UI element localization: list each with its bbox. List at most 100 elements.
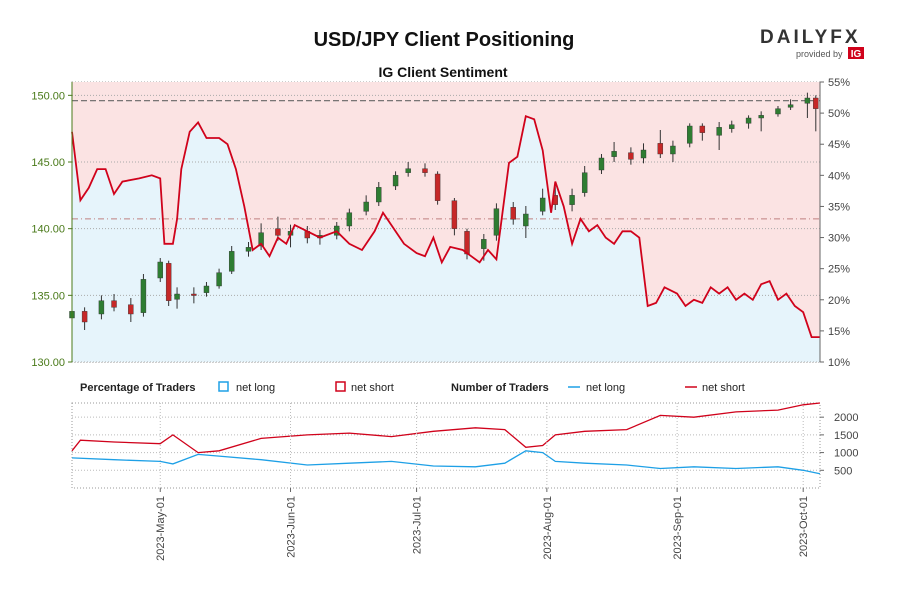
candle-body-41	[657, 143, 664, 155]
price-sentiment-plot: 130.00 135.00 140.00 145.00 150.00 10% 15% 20%…	[31, 77, 850, 369]
net-long-percentage-line	[71, 114, 820, 338]
sentiment-tick-label-0: 10%	[828, 357, 850, 369]
sentiment-tick-label-6: 40%	[828, 170, 850, 182]
price-tick-label-1: 135.00	[31, 290, 65, 302]
candle-body-27	[451, 200, 458, 229]
brand-name: DAILYFX	[760, 27, 861, 48]
candle-body-12	[228, 251, 235, 272]
traders-net-short-line	[71, 402, 821, 454]
candle-body-40	[640, 149, 647, 159]
legend-percentage-title: Percentage of Traders	[80, 382, 196, 394]
lower-plot-frame	[71, 402, 821, 489]
price-axis: 130.00 135.00 140.00 145.00 150.00	[31, 82, 73, 369]
candle-body-37	[598, 157, 605, 171]
candle-body-21	[363, 201, 369, 212]
legend-pct-short-swatch	[335, 381, 346, 392]
candle-body-15	[275, 228, 281, 236]
candle-body-48	[758, 115, 764, 119]
price-tick-label-4: 150.00	[31, 90, 65, 102]
candle-body-7	[165, 263, 172, 301]
candle-body-52	[813, 97, 819, 109]
candle-body-36	[581, 172, 588, 193]
legend-pct-short-label: net short	[351, 382, 394, 394]
legend-pct-long-swatch	[218, 381, 229, 392]
candle-body-51	[804, 97, 811, 104]
chart-title: USD/JPY Client Positioning	[314, 29, 575, 51]
sentiment-tick-label-5: 35%	[828, 201, 850, 213]
traders-tick-label-2: 1500	[834, 430, 858, 442]
candle-body-30	[493, 208, 500, 236]
candle-body-47	[745, 117, 752, 124]
sentiment-tick-label-1: 15%	[828, 326, 850, 338]
candle-body-22	[376, 187, 382, 203]
ig-logo-icon	[848, 47, 864, 59]
net-short-area	[72, 82, 820, 338]
candle-body-20	[346, 212, 353, 227]
sentiment-tick-label-2: 20%	[828, 295, 850, 307]
candle-body-38	[611, 151, 617, 157]
traders-net-long-line	[71, 450, 821, 475]
candle-body-26	[434, 173, 441, 201]
candle-body-42	[670, 145, 676, 155]
legend-number-title: Number of Traders	[451, 382, 549, 394]
sentiment-tick-label-9: 55%	[828, 77, 850, 89]
legend-num-short-label: net short	[702, 382, 745, 394]
candle-body-31	[510, 207, 516, 220]
candle-body-46	[729, 124, 735, 129]
candle-body-6	[157, 261, 163, 279]
candle-body-45	[716, 127, 722, 136]
date-tick-label-3: 2023-Aug-01	[542, 496, 554, 560]
candle-body-14	[258, 232, 264, 247]
sentiment-tick-label-4: 30%	[828, 233, 850, 245]
candle-body-8	[174, 293, 180, 300]
legend: Percentage of Traders net long net short…	[80, 381, 745, 394]
candle-body-25	[422, 168, 428, 173]
sentiment-tick-label-7: 45%	[828, 139, 850, 151]
candle-body-9	[191, 293, 197, 296]
sentiment-axis: 10% 15% 20% 25% 30% 35% 40% 45% 50% 55%	[819, 77, 850, 369]
date-tick-label-4: 2023-Sep-01	[672, 496, 684, 560]
date-axis: 2023-May-01 2023-Jun-01 2023-Jul-01 2023-Au…	[155, 403, 810, 561]
chart-subtitle: IG Client Sentiment	[378, 64, 507, 80]
candle-body-2	[98, 300, 105, 315]
date-tick-label-0: 2023-May-01	[155, 496, 167, 561]
candle-body-3	[111, 300, 117, 308]
date-tick-label-5: 2023-Oct-01	[798, 496, 810, 557]
candle-body-5	[140, 279, 147, 313]
price-tick-label-2: 140.00	[31, 224, 65, 236]
candle-body-29	[481, 239, 487, 249]
date-tick-label-2: 2023-Jul-01	[412, 496, 424, 554]
legend-pct-long-label: net long	[236, 382, 275, 394]
legend-num-long-label: net long	[586, 382, 625, 394]
candle-body-28	[464, 231, 470, 255]
traders-count-plot: 500 1000 1500 2000	[71, 402, 858, 489]
candle-body-23	[392, 175, 399, 187]
traders-gridlines	[72, 416, 820, 471]
net-long-area	[72, 116, 820, 362]
candle-body-33	[539, 197, 546, 212]
sentiment-tick-label-3: 25%	[828, 264, 850, 276]
traders-tick-label-3: 2000	[834, 412, 858, 424]
date-tick-label-1: 2023-Jun-01	[286, 496, 298, 558]
traders-tick-label-0: 500	[834, 465, 852, 477]
traders-tick-label-1: 1000	[834, 448, 858, 460]
sentiment-tick-label-8: 50%	[828, 108, 850, 120]
candle-body-50	[787, 104, 794, 108]
brand-tagline: provided by	[796, 49, 843, 59]
brand-provider: IG	[851, 49, 862, 60]
candle-body-35	[569, 195, 575, 205]
traders-axis: 500 1000 1500 2000	[820, 412, 858, 477]
price-tick-label-3: 145.00	[31, 157, 65, 169]
candle-body-43	[687, 125, 693, 144]
candle-body-11	[216, 272, 222, 287]
dailyfx-logo: DAILYFX provided by IG	[760, 27, 864, 60]
price-candles	[69, 92, 819, 330]
price-tick-label-0: 130.00	[31, 357, 65, 369]
candle-body-1	[81, 311, 88, 323]
candle-body-39	[628, 152, 634, 160]
candle-body-44	[699, 125, 706, 133]
candle-body-24	[405, 168, 411, 173]
candle-body-49	[775, 108, 781, 115]
candle-body-32	[523, 213, 529, 227]
